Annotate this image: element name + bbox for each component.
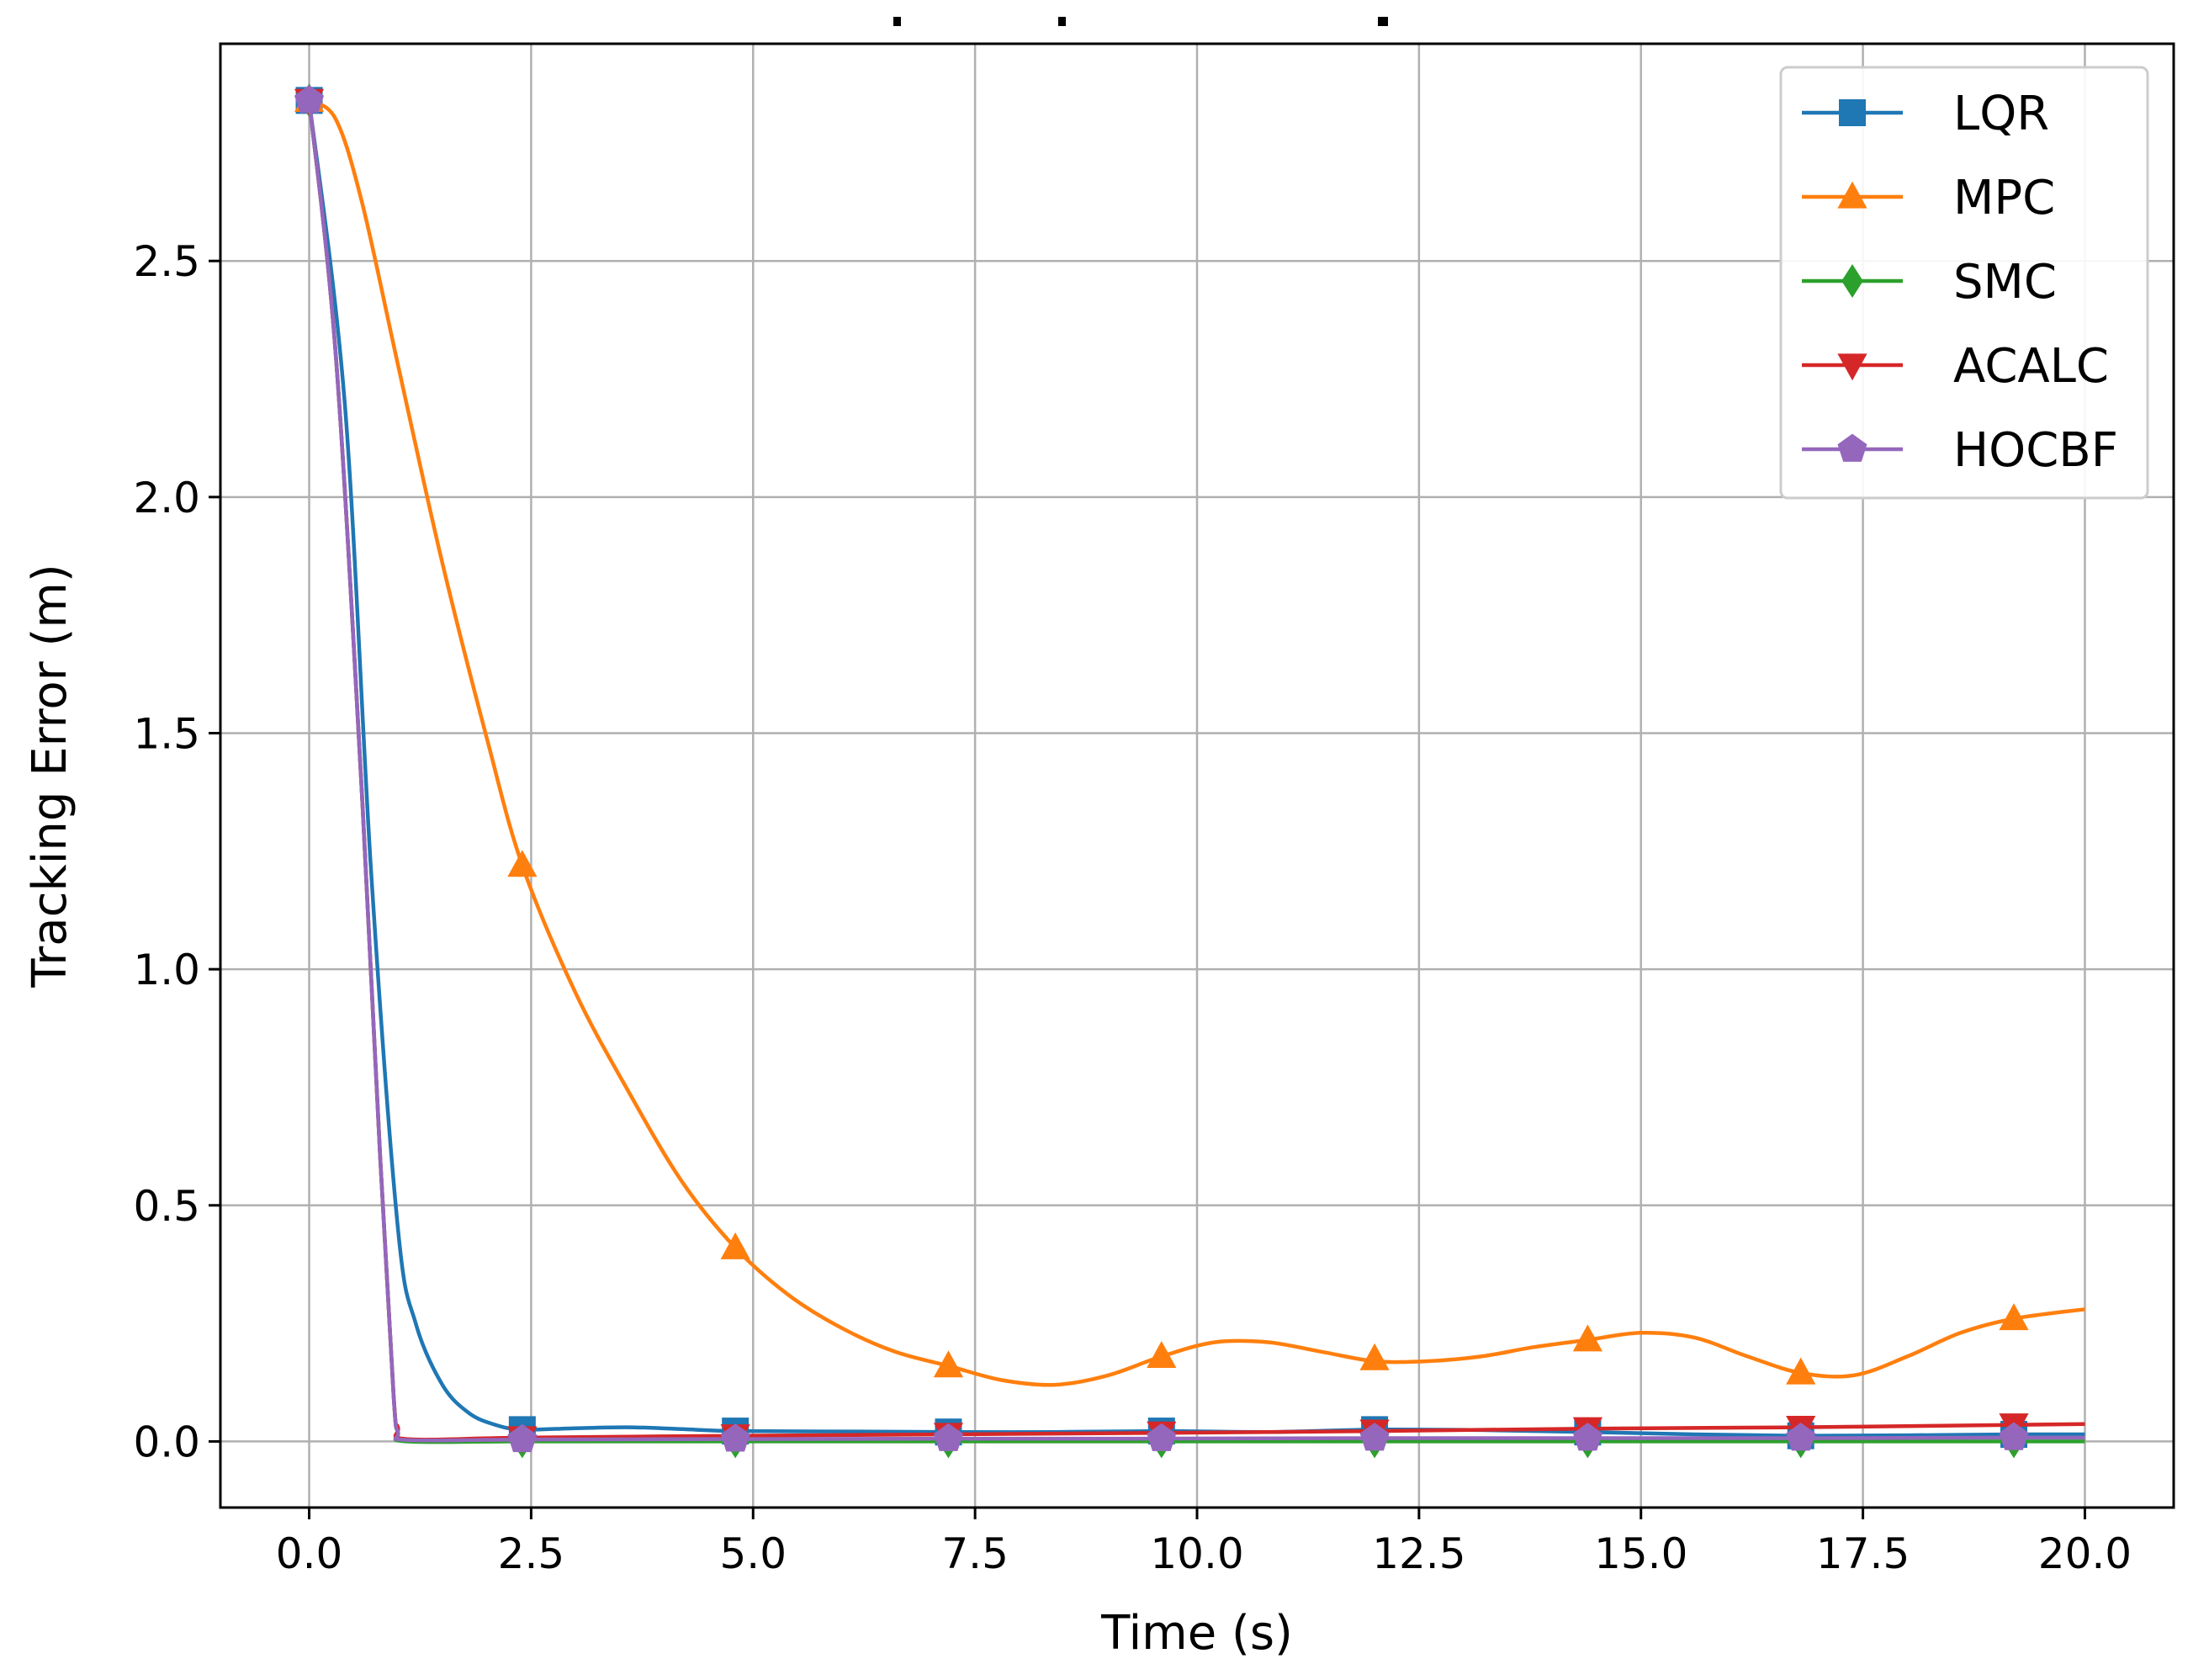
series-hocbf <box>294 85 2085 1453</box>
data-point-mpc <box>1572 1324 1602 1352</box>
y-axis-label: Tracking Error (m) <box>23 564 77 988</box>
legend-label: HOCBF <box>1953 423 2118 478</box>
data-point-hocbf <box>1147 1423 1177 1451</box>
x-tick-label: 7.5 <box>941 1529 1009 1578</box>
legend-frame <box>1779 66 2149 500</box>
legend-label: LQR <box>1953 87 2049 141</box>
series-line-lqr <box>307 100 2085 1438</box>
x-axis: 0.0 2.5 5.0 7.5 10.0 12.5 15.0 17.5 20.0 <box>276 1508 2132 1578</box>
legend-marker <box>1839 99 1866 126</box>
data-point-mpc <box>933 1350 964 1378</box>
data-point-hocbf <box>1359 1423 1390 1451</box>
data-point-hocbf <box>1999 1422 2029 1450</box>
data-point-hocbf <box>294 85 324 114</box>
data-point-hocbf <box>934 1423 963 1451</box>
y-tick-label: 2.5 <box>133 237 200 286</box>
y-tick-label: 0.0 <box>133 1418 200 1466</box>
x-tick-label: 17.5 <box>1816 1529 1910 1578</box>
y-tick-label: 0.5 <box>133 1182 200 1231</box>
x-tick-label: 20.0 <box>2038 1529 2132 1578</box>
legend-entry-lqr: LQR <box>1802 87 2049 141</box>
data-point-mpc <box>1359 1343 1390 1370</box>
data-point-hocbf <box>507 1423 538 1453</box>
legend-entry-acalc: ACALC <box>1802 339 2109 394</box>
title-fragment-mark <box>1058 17 1066 26</box>
legend-marker <box>1837 181 1867 209</box>
legend-label: ACALC <box>1953 339 2109 394</box>
y-tick-label: 1.0 <box>133 946 200 994</box>
data-point-mpc <box>507 850 538 877</box>
series-line-hocbf <box>307 100 2085 1443</box>
data-point-hocbf <box>1786 1423 1816 1451</box>
title-fragment <box>893 17 1388 26</box>
legend-marker <box>1837 433 1867 462</box>
data-point-hocbf <box>720 1423 750 1452</box>
legend-entry-smc: SMC <box>1802 255 2057 310</box>
x-tick-label: 15.0 <box>1594 1529 1687 1578</box>
legend-entry-hocbf: HOCBF <box>1802 423 2118 478</box>
data-point-mpc <box>1999 1303 2029 1331</box>
x-axis-label: Time (s) <box>1100 1606 1293 1661</box>
data-point-mpc <box>1147 1340 1177 1368</box>
data-point-hocbf <box>1572 1423 1602 1451</box>
series-line-mpc <box>308 98 2085 1387</box>
series-layer <box>294 83 2085 1459</box>
data-point-mpc <box>720 1232 750 1259</box>
y-tick-label: 1.5 <box>133 709 200 758</box>
y-axis: 0.0 0.5 1.0 1.5 2.0 2.5 <box>133 237 220 1466</box>
data-point-mpc <box>1786 1357 1816 1385</box>
legend-label: MPC <box>1953 171 2055 225</box>
x-tick-label: 10.0 <box>1150 1529 1243 1578</box>
x-tick-label: 2.5 <box>498 1529 565 1578</box>
legend-marker <box>1841 264 1863 298</box>
legend: LQR MPC SMC ACALC HOCBF <box>1779 66 2149 500</box>
y-tick-label: 2.0 <box>133 474 200 522</box>
x-tick-label: 5.0 <box>720 1529 787 1578</box>
x-tick-label: 12.5 <box>1372 1529 1465 1578</box>
x-tick-label: 0.0 <box>276 1529 343 1578</box>
title-fragment-mark <box>1378 17 1388 26</box>
title-fragment-mark <box>893 17 901 26</box>
legend-entry-mpc: MPC <box>1802 171 2055 225</box>
legend-label: SMC <box>1953 255 2057 310</box>
legend-marker <box>1837 353 1867 381</box>
